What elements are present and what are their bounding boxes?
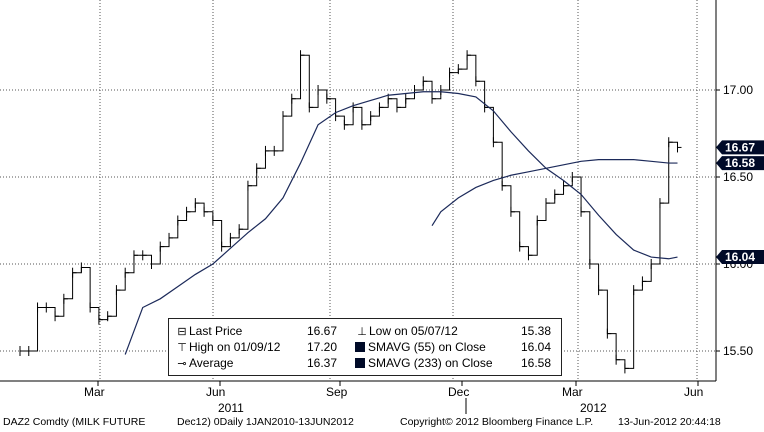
legend-label: High on 01/09/12 xyxy=(189,340,281,354)
average-marker-icon: ⊸ xyxy=(177,358,187,370)
last-price-line xyxy=(20,54,678,369)
x-tick-label: Jun xyxy=(206,385,225,399)
legend-value: 15.38 xyxy=(520,324,551,338)
chart-legend: ⊟ Last Price 16.67 ⊤ High on 01/09/12 17.2… xyxy=(168,318,562,376)
price-tags: 16.67 16.58 16.04 xyxy=(716,140,764,265)
low-marker-icon: ⊥ xyxy=(357,326,367,338)
x-year-label: 2011 xyxy=(218,401,244,415)
legend-value: 16.37 xyxy=(306,356,337,370)
legend-item-average: ⊸ Average 16.37 xyxy=(175,355,341,371)
x-tick-label: Sep xyxy=(326,385,348,399)
price-tag-label: 16.04 xyxy=(725,250,755,264)
legend-label: Average xyxy=(189,356,234,370)
y-tick-label: 17.00 xyxy=(723,83,753,97)
price-bars xyxy=(19,50,682,374)
legend-label: Last Price xyxy=(189,324,243,338)
legend-item-high: ⊤ High on 01/09/12 17.20 xyxy=(175,339,341,355)
legend-label: SMAVG (55) on Close xyxy=(368,340,486,354)
y-tick-label: 16.50 xyxy=(723,170,753,184)
high-marker-icon: ⊤ xyxy=(177,342,187,354)
price-tag-background xyxy=(716,250,764,265)
legend-item-sma233: SMAVG (233) on Close 16.58 xyxy=(355,355,555,371)
legend-item-low: ⊥ Low on 05/07/12 15.38 xyxy=(355,323,555,339)
x-tick-label: Mar xyxy=(84,385,105,399)
footer-ticker: DAZ2 Comdty (MILK FUTURE xyxy=(3,416,146,428)
legend-value: 16.58 xyxy=(520,356,551,370)
x-tick-label: Mar xyxy=(562,385,583,399)
legend-label: Low on 05/07/12 xyxy=(369,324,458,338)
legend-value: 16.67 xyxy=(306,324,337,338)
legend-item-last-price: ⊟ Last Price 16.67 xyxy=(175,323,341,339)
price-tag-label: 16.58 xyxy=(725,156,755,170)
x-year-label: 2012 xyxy=(580,401,607,415)
price-tag-background xyxy=(716,156,764,171)
sma55-line xyxy=(124,91,678,355)
footer-details: Dec12) 0Daily 1JAN2010-13JUN2012 xyxy=(177,416,354,428)
last-price-marker-icon: ⊟ xyxy=(177,326,187,338)
y-tick-label: 15.50 xyxy=(723,344,753,358)
legend-item-sma55: SMAVG (55) on Close 16.04 xyxy=(355,339,555,355)
footer-copyright: Copyright© 2012 Bloomberg Finance L.P. xyxy=(400,416,594,428)
price-tag-background xyxy=(716,140,764,155)
legend-value: 16.04 xyxy=(520,340,551,354)
x-tick-label: Dec xyxy=(448,385,469,399)
price-tag: 16.58 xyxy=(716,156,764,171)
price-tag: 16.67 xyxy=(716,140,764,155)
sma55-swatch-icon xyxy=(355,342,365,352)
sma233-swatch-icon xyxy=(355,358,365,368)
sma233-line xyxy=(431,159,678,227)
moving-average-lines xyxy=(124,91,678,355)
footer-timestamp: 13-Jun-2012 20:44:18 xyxy=(618,416,721,428)
price-tag: 16.04 xyxy=(716,250,764,265)
axes: 15.5016.0016.5017.00MarJunSepDecMarJun20… xyxy=(0,0,753,415)
legend-value: 17.20 xyxy=(306,340,337,354)
legend-label: SMAVG (233) on Close xyxy=(368,356,493,370)
x-tick-label: Jun xyxy=(684,385,703,399)
price-tag-label: 16.67 xyxy=(725,140,755,154)
